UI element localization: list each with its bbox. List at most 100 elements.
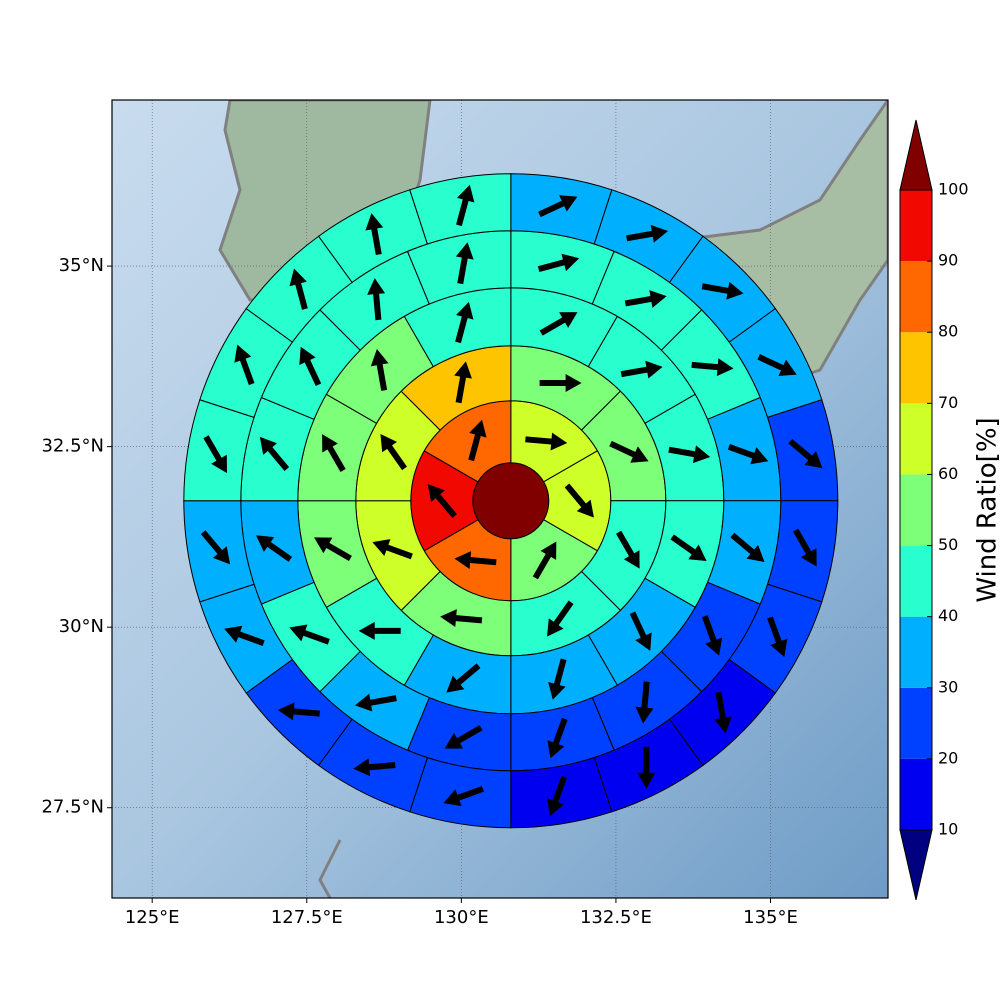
wind-arrow (365, 213, 384, 256)
wind-arrow (629, 611, 652, 651)
wind-arrow (234, 344, 255, 386)
wind-arrow (701, 281, 744, 300)
colorbar-segment (900, 403, 932, 475)
colorbar-tick-label: 100 (938, 180, 969, 199)
colorbar-segment (900, 687, 932, 759)
basemap (112, 100, 888, 898)
colorbar-tick-label: 30 (938, 677, 958, 696)
colorbar-segment (900, 190, 932, 262)
wind-arrow (564, 483, 594, 518)
colorbar-tick-label: 60 (938, 464, 958, 483)
wind-arrow (203, 435, 227, 474)
wind-arrow (767, 616, 788, 657)
colorbar-segment (900, 616, 932, 688)
wind-arrow (454, 551, 497, 570)
wind-arrow (635, 681, 654, 724)
wind-arrow (353, 758, 396, 777)
colorbar-tick-label: 50 (938, 535, 958, 554)
wind-arrow (354, 693, 397, 712)
colorbar-over (899, 119, 933, 191)
wind-arrow (620, 360, 663, 379)
wind-arrow (370, 349, 389, 391)
wind-arrow (427, 483, 457, 519)
wind-arrow (525, 432, 568, 451)
wind-arrow (444, 725, 483, 749)
wind-arrow (367, 278, 386, 321)
wind-arrow (532, 541, 557, 580)
wind-arrow (468, 419, 487, 462)
wind-arrow (624, 290, 667, 308)
wind-arrow (691, 358, 734, 377)
wind-arrow (224, 625, 265, 646)
colorbar-tick-label: 40 (938, 606, 958, 625)
y-tick-label: 35°N (59, 255, 104, 276)
x-tick-label: 127.5°E (271, 907, 343, 928)
wind-arrow (701, 615, 723, 656)
wind-arrow (537, 253, 580, 273)
y-tick-label: 30°N (59, 616, 104, 637)
colorbar-label: Wind Ratio[%] (973, 417, 1000, 602)
wind-arrow (539, 312, 578, 336)
wind-arrow (547, 775, 568, 817)
colorbar-segment (900, 332, 932, 404)
wind-arrow (626, 224, 669, 243)
wind-arrow (757, 354, 797, 376)
wind-arrow (548, 658, 567, 700)
wind-arrow (259, 436, 290, 471)
colorbar-segment (900, 261, 932, 333)
y-tick-label: 32.5°N (41, 436, 104, 457)
colorbar-tick-label: 10 (938, 820, 958, 839)
colorbar: 10 20 30 40 50 60 70 80 90 100 (899, 119, 969, 901)
wind-arrow (455, 301, 474, 344)
wind-arrow (546, 600, 574, 637)
wind-arrow (277, 702, 320, 721)
sectors (183, 173, 839, 829)
wind-arrow (454, 361, 472, 404)
wind-arrow (372, 539, 413, 560)
wind-arrow (289, 624, 330, 645)
wind-arrow (200, 530, 231, 565)
x-tick-label: 125°E (125, 907, 180, 928)
colorbar-frame (899, 189, 933, 831)
wind-arrow (714, 691, 732, 734)
colorbar-tick-label: 70 (938, 393, 958, 412)
colorbar-tick-label: 80 (938, 322, 958, 341)
colorbar-segment (900, 474, 932, 546)
wind-arrow (788, 438, 823, 469)
wind-arrow (440, 609, 483, 628)
colorbar-segment (900, 758, 932, 830)
wind-arrow (455, 242, 474, 285)
wind-arrow (609, 440, 649, 463)
wind-arrow (670, 534, 707, 562)
wind-arrow (443, 785, 484, 807)
colorbar-tick-label: 90 (938, 251, 958, 270)
wind-arrow (446, 663, 481, 693)
wind-arrow (380, 433, 407, 471)
wind-arrow (322, 434, 346, 473)
colorbar-under (899, 829, 933, 901)
wind-arrow (299, 346, 322, 387)
x-tick-label: 132.5°E (580, 907, 652, 928)
wind-arrow (547, 717, 568, 759)
wind-arrow (314, 537, 352, 562)
wind-arrow (538, 195, 578, 218)
colorbar-segment (900, 545, 932, 617)
wind-arrow (727, 444, 769, 465)
wind-arrow (456, 184, 475, 227)
wind-arrow (255, 535, 293, 562)
map-frame (111, 99, 889, 899)
wind-arrow (289, 268, 308, 310)
colorbar-tick-label: 20 (938, 748, 958, 767)
wind-arrow (793, 528, 817, 567)
x-tick-label: 135°E (743, 907, 798, 928)
wind-arrow (616, 530, 640, 569)
wind-arrow (637, 746, 656, 789)
wind-arrow (539, 374, 582, 393)
wind-arrow (730, 532, 765, 563)
x-tick-label: 130°E (434, 907, 489, 928)
wind-arrow (668, 445, 711, 464)
y-tick-label: 27.5°N (41, 797, 104, 818)
wind-arrow (358, 621, 401, 640)
